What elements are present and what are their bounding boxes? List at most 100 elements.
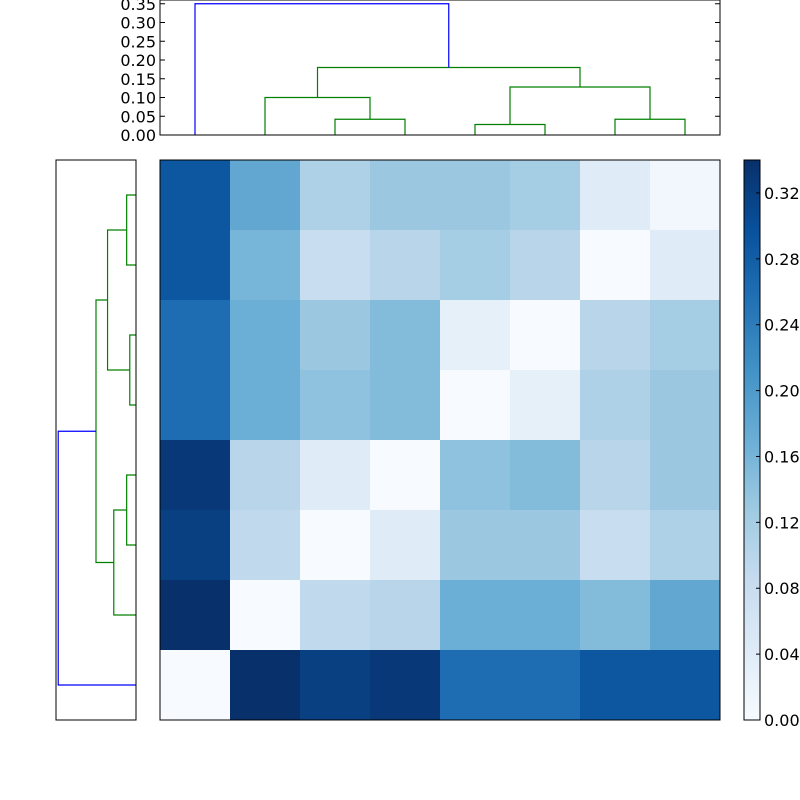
- heatmap-cell-1-0: [160, 230, 231, 301]
- heatmap-cell-2-4: [440, 300, 511, 371]
- heatmap: [159, 159, 721, 721]
- heatmap-cell-2-2: [300, 300, 371, 371]
- heatmap-cell-3-1: [230, 370, 301, 441]
- heatmap-cell-3-2: [300, 370, 371, 441]
- heatmap-cell-7-5: [510, 650, 581, 721]
- heatmap-cell-2-7: [650, 300, 721, 371]
- colorbar-tick-label-7: 0.28: [764, 250, 800, 269]
- colorbar-tick-label-3: 0.12: [764, 513, 800, 532]
- heatmap-cell-3-4: [440, 370, 511, 441]
- heatmap-cell-5-6: [580, 510, 651, 581]
- heatmap-cell-4-5: [510, 440, 581, 511]
- colorbar-tick-label-2: 0.08: [764, 579, 800, 598]
- heatmap-cell-2-3: [370, 300, 441, 371]
- heatmap-cell-6-6: [580, 580, 651, 651]
- heatmap-cell-6-3: [370, 580, 441, 651]
- top-dendrogram-link-5: [316, 66, 581, 98]
- heatmap-cell-2-6: [580, 300, 651, 371]
- top-dendrogram-link-3: [264, 96, 371, 135]
- colorbar-tick-label-5: 0.20: [764, 382, 800, 401]
- heatmap-cell-1-6: [580, 230, 651, 301]
- left-dendrogram-frame: [55, 159, 137, 721]
- heatmap-cell-5-7: [650, 510, 721, 581]
- heatmap-cell-0-6: [580, 160, 651, 231]
- top-dendrogram-ytick-label-6: 0.30: [120, 14, 156, 33]
- heatmap-cell-3-3: [370, 370, 441, 441]
- heatmap-cell-7-6: [580, 650, 651, 721]
- heatmap-cell-2-5: [510, 300, 581, 371]
- heatmap-cell-4-3: [370, 440, 441, 511]
- heatmap-cell-3-6: [580, 370, 651, 441]
- heatmap-cell-7-3: [370, 650, 441, 721]
- heatmap-cell-1-1: [230, 230, 301, 301]
- heatmap-cell-0-1: [230, 160, 301, 231]
- heatmap-cell-4-0: [160, 440, 231, 511]
- left-dendrogram-link-1: [129, 334, 136, 406]
- heatmap-cell-6-2: [300, 580, 371, 651]
- top-dendrogram-ytick-label-3: 0.15: [120, 70, 156, 89]
- heatmap-cell-2-0: [160, 300, 231, 371]
- colorbar-bar: [743, 159, 761, 721]
- heatmap-cell-4-4: [440, 440, 511, 511]
- top-dendrogram-ytick-label-5: 0.25: [120, 32, 156, 51]
- heatmap-cell-3-0: [160, 370, 231, 441]
- colorbar-tick-label-6: 0.24: [764, 316, 800, 335]
- left-dendrogram-link-3: [106, 229, 130, 371]
- heatmap-cell-6-7: [650, 580, 721, 651]
- heatmap-cell-7-7: [650, 650, 721, 721]
- heatmap-cell-7-1: [230, 650, 301, 721]
- heatmap-cell-4-1: [230, 440, 301, 511]
- top-dendrogram-link-6: [194, 3, 450, 135]
- heatmap-cell-2-1: [230, 300, 301, 371]
- left-dendrogram-link-4: [113, 509, 136, 616]
- top-dendrogram-ytick-label-4: 0.20: [120, 51, 156, 70]
- heatmap-cell-6-5: [510, 580, 581, 651]
- colorbar-tick-label-0: 0.00: [764, 711, 800, 730]
- heatmap-frame: [159, 159, 721, 721]
- heatmap-cell-1-2: [300, 230, 371, 301]
- heatmap-cell-6-4: [440, 580, 511, 651]
- heatmap-cell-0-5: [510, 160, 581, 231]
- heatmap-cell-4-2: [300, 440, 371, 511]
- heatmap-cell-1-7: [650, 230, 721, 301]
- top-dendrogram-ytick-label-7: 0.35: [120, 0, 156, 14]
- heatmap-cell-1-4: [440, 230, 511, 301]
- heatmap-cell-6-0: [160, 580, 231, 651]
- heatmap-cell-0-3: [370, 160, 441, 231]
- heatmap-cell-5-0: [160, 510, 231, 581]
- heatmap-cell-0-2: [300, 160, 371, 231]
- heatmap-cell-0-7: [650, 160, 721, 231]
- left-dendrogram-link-5: [95, 299, 114, 564]
- top-dendrogram-ytick-label-1: 0.05: [120, 107, 156, 126]
- top-dendrogram-link-1: [334, 118, 406, 135]
- left-dendrogram-link-0: [126, 194, 136, 266]
- top-dendrogram-link-2: [614, 118, 686, 135]
- heatmap-cell-6-1: [230, 580, 301, 651]
- heatmap-cell-1-5: [510, 230, 581, 301]
- heatmap-cell-7-0: [160, 650, 231, 721]
- left-dendrogram: [55, 159, 137, 721]
- heatmap-cell-1-3: [370, 230, 441, 301]
- heatmap-cell-5-4: [440, 510, 511, 581]
- colorbar-tick-label-8: 0.32: [764, 184, 800, 203]
- heatmap-cell-4-7: [650, 440, 721, 511]
- top-dendrogram-link-0: [474, 123, 546, 135]
- heatmap-cell-5-1: [230, 510, 301, 581]
- heatmap-cell-4-6: [580, 440, 651, 511]
- top-dendrogram-ytick-label-2: 0.10: [120, 89, 156, 108]
- colorbar: 0.00 0.04 0.08 0.12 0.16 0.20 0.24 0.28 0.32: [743, 159, 800, 730]
- heatmap-cell-5-5: [510, 510, 581, 581]
- top-dendrogram: 0.000.050.100.150.200.250.300.35: [120, 0, 721, 145]
- heatmap-cell-7-2: [300, 650, 371, 721]
- colorbar-tick-label-1: 0.04: [764, 645, 800, 664]
- heatmap-cell-3-5: [510, 370, 581, 441]
- top-dendrogram-ytick-label-0: 0.00: [120, 126, 156, 145]
- heatmap-cell-0-0: [160, 160, 231, 231]
- colorbar-tick-label-4: 0.16: [764, 447, 800, 466]
- left-dendrogram-link-2: [126, 474, 136, 546]
- heatmap-cell-7-4: [440, 650, 511, 721]
- heatmap-cell-3-7: [650, 370, 721, 441]
- top-dendrogram-frame: [159, 0, 721, 136]
- heatmap-cell-5-3: [370, 510, 441, 581]
